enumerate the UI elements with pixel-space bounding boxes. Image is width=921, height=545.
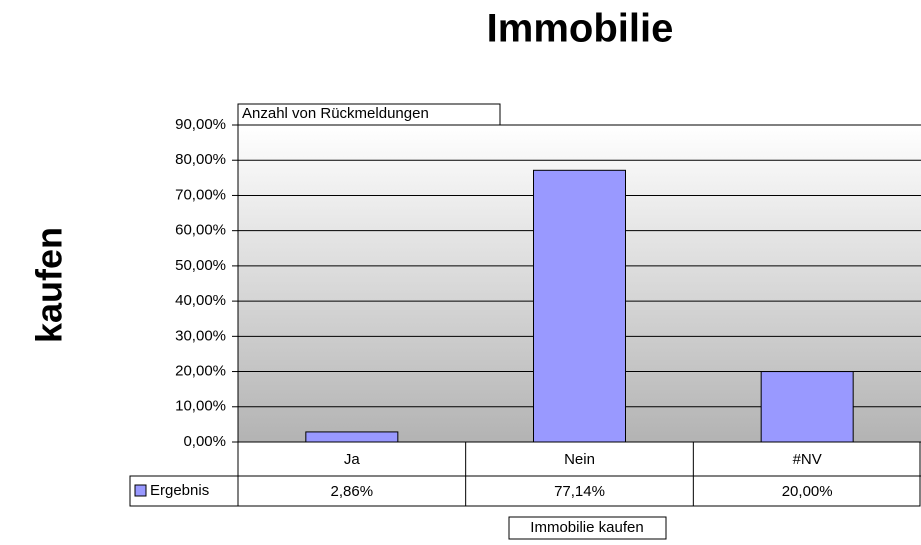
data-table <box>237 441 921 507</box>
y-tick-label: 90,00% <box>175 116 226 133</box>
legend-cell <box>129 475 239 507</box>
value-label: 2,86% <box>331 483 374 500</box>
y-tick-label: 60,00% <box>175 222 226 239</box>
x-axis-label: Immobilie kaufen <box>530 519 643 536</box>
y-axis-label: kaufen <box>29 227 70 343</box>
x-tick-label: Ja <box>344 451 361 468</box>
y-tick-label: 20,00% <box>175 363 226 380</box>
y-tick-label: 40,00% <box>175 292 226 309</box>
x-tick-label: Nein <box>564 451 595 468</box>
value-label: 77,14% <box>554 483 605 500</box>
bar <box>305 431 399 443</box>
y-tick-label: 70,00% <box>175 186 226 203</box>
legend-key <box>134 484 147 497</box>
y-tick-label: 50,00% <box>175 257 226 274</box>
legend-label: Ergebnis <box>150 482 209 499</box>
field-label: Anzahl von Rückmeldungen <box>242 105 429 122</box>
bar <box>760 371 854 443</box>
y-tick-label: 30,00% <box>175 327 226 344</box>
y-tick-label: 0,00% <box>183 433 226 450</box>
y-tick-label: 80,00% <box>175 151 226 168</box>
x-label-box <box>508 516 667 540</box>
value-label: 20,00% <box>782 483 833 500</box>
y-tick-label: 10,00% <box>175 398 226 415</box>
chart-title: Immobilie <box>487 7 674 51</box>
bar <box>533 169 626 443</box>
x-tick-label: #NV <box>793 451 822 468</box>
